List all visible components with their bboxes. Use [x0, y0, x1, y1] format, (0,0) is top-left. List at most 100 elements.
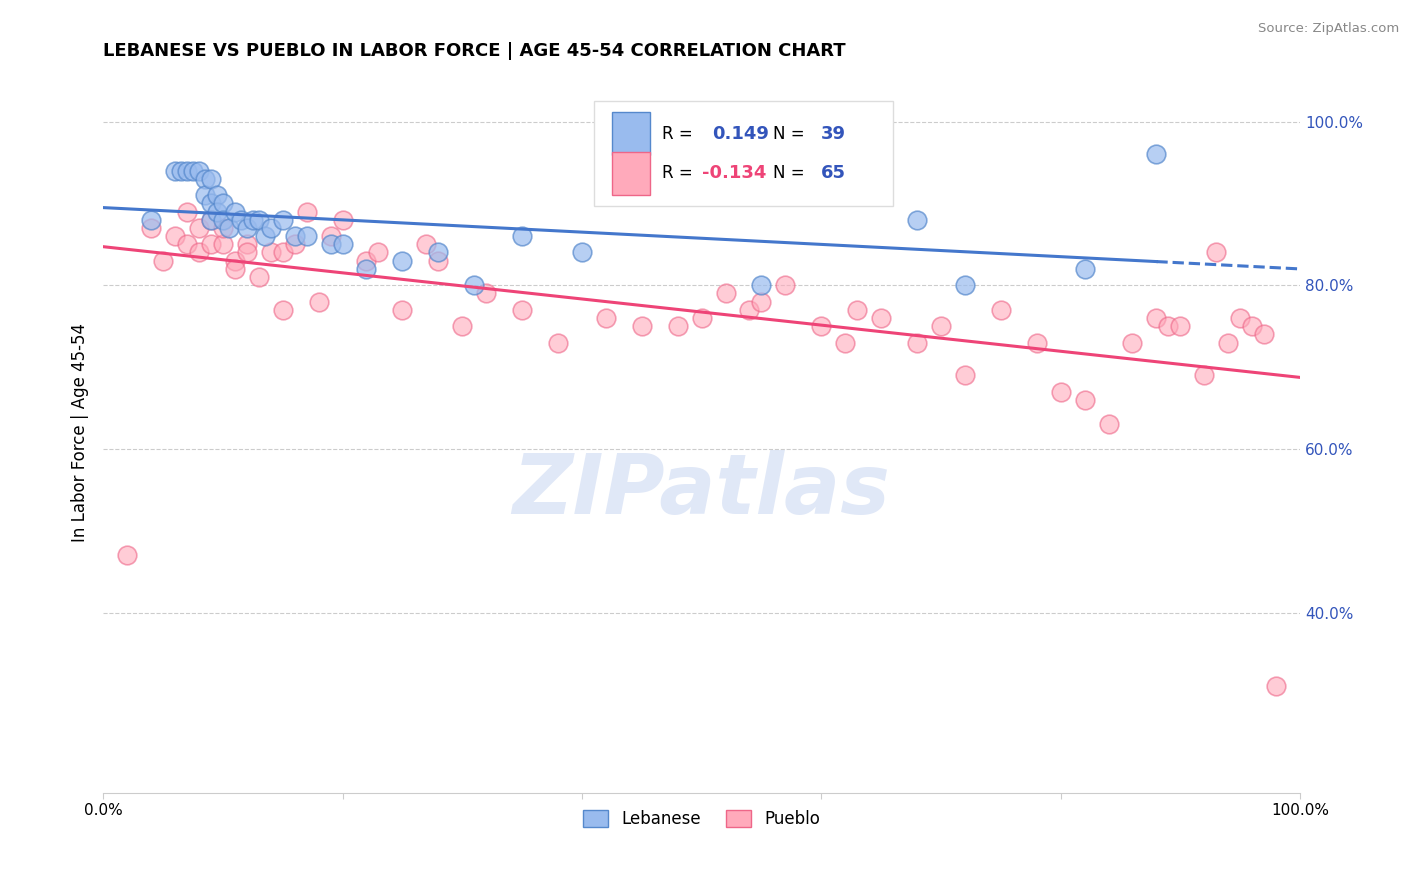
- Point: [510, 229, 533, 244]
- Point: [200, 196, 222, 211]
- Text: 39: 39: [821, 125, 846, 143]
- Point: [391, 253, 413, 268]
- Point: [630, 319, 652, 334]
- Point: [218, 221, 240, 235]
- Text: 0.149: 0.149: [713, 125, 769, 143]
- Point: [236, 245, 259, 260]
- Point: [170, 163, 193, 178]
- Point: [547, 335, 569, 350]
- Point: [475, 286, 498, 301]
- Point: [391, 302, 413, 317]
- Point: [295, 204, 318, 219]
- Point: [229, 212, 252, 227]
- Point: [332, 237, 354, 252]
- FancyBboxPatch shape: [612, 112, 650, 155]
- Point: [200, 171, 222, 186]
- Point: [152, 253, 174, 268]
- Point: [211, 237, 233, 252]
- Y-axis label: In Labor Force | Age 45-54: In Labor Force | Age 45-54: [72, 323, 89, 542]
- Point: [236, 221, 259, 235]
- Point: [510, 302, 533, 317]
- Point: [163, 163, 186, 178]
- Point: [1144, 310, 1167, 325]
- Point: [451, 319, 474, 334]
- Point: [205, 188, 228, 202]
- Point: [271, 302, 294, 317]
- Point: [260, 221, 283, 235]
- Point: [115, 549, 138, 563]
- Text: -0.134: -0.134: [702, 164, 766, 182]
- Point: [1049, 384, 1071, 399]
- Point: [242, 212, 264, 227]
- Point: [236, 237, 259, 252]
- Point: [308, 294, 330, 309]
- Point: [1121, 335, 1143, 350]
- Point: [690, 310, 713, 325]
- Text: N =: N =: [773, 125, 810, 143]
- Point: [1218, 335, 1240, 350]
- Point: [1265, 679, 1288, 693]
- Point: [211, 196, 233, 211]
- Point: [415, 237, 437, 252]
- Point: [1194, 368, 1216, 383]
- Point: [714, 286, 737, 301]
- Text: Source: ZipAtlas.com: Source: ZipAtlas.com: [1258, 22, 1399, 36]
- Point: [463, 278, 485, 293]
- Point: [1073, 392, 1095, 407]
- Point: [905, 335, 928, 350]
- Point: [205, 204, 228, 219]
- Point: [319, 229, 342, 244]
- Point: [211, 212, 233, 227]
- Point: [953, 368, 976, 383]
- Text: ZIPatlas: ZIPatlas: [513, 450, 890, 531]
- Point: [427, 245, 450, 260]
- Point: [200, 212, 222, 227]
- Point: [187, 221, 209, 235]
- Point: [367, 245, 389, 260]
- Point: [905, 212, 928, 227]
- Point: [834, 335, 856, 350]
- Point: [595, 310, 617, 325]
- Point: [271, 212, 294, 227]
- Point: [271, 245, 294, 260]
- Point: [1097, 417, 1119, 432]
- Point: [284, 237, 307, 252]
- Point: [953, 278, 976, 293]
- Point: [427, 253, 450, 268]
- Point: [1229, 310, 1251, 325]
- Point: [870, 310, 893, 325]
- Text: R =: R =: [662, 164, 697, 182]
- Point: [1025, 335, 1047, 350]
- Point: [284, 229, 307, 244]
- FancyBboxPatch shape: [612, 152, 650, 194]
- Point: [224, 204, 246, 219]
- Point: [211, 221, 233, 235]
- Point: [194, 188, 217, 202]
- Point: [666, 319, 689, 334]
- FancyBboxPatch shape: [593, 101, 893, 206]
- Point: [253, 229, 276, 244]
- Legend: Lebanese, Pueblo: Lebanese, Pueblo: [576, 803, 827, 835]
- Point: [1205, 245, 1227, 260]
- Point: [176, 204, 198, 219]
- Point: [1253, 327, 1275, 342]
- Point: [224, 253, 246, 268]
- Point: [319, 237, 342, 252]
- Text: 65: 65: [821, 164, 846, 182]
- Point: [139, 212, 162, 227]
- Point: [181, 163, 204, 178]
- Point: [187, 163, 209, 178]
- Point: [356, 261, 378, 276]
- Point: [1144, 147, 1167, 161]
- Point: [295, 229, 318, 244]
- Point: [200, 212, 222, 227]
- Point: [356, 253, 378, 268]
- Point: [260, 245, 283, 260]
- Point: [929, 319, 952, 334]
- Point: [571, 245, 593, 260]
- Point: [1168, 319, 1191, 334]
- Point: [176, 163, 198, 178]
- Point: [187, 245, 209, 260]
- Point: [810, 319, 832, 334]
- Point: [1241, 319, 1264, 334]
